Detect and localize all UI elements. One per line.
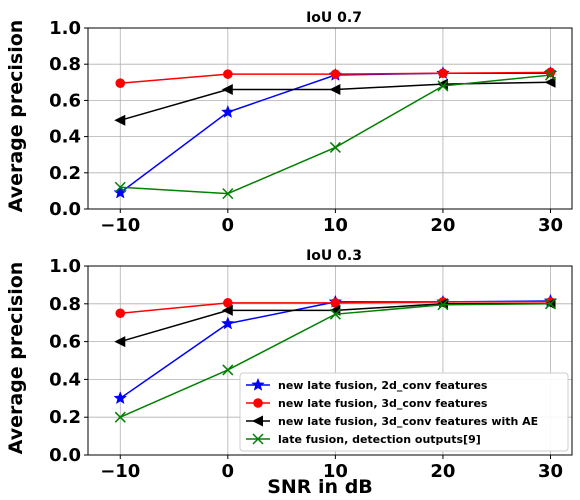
data-point	[221, 84, 233, 96]
data-point	[113, 185, 128, 199]
y-tick-label: 0.8	[49, 54, 81, 75]
data-point	[544, 298, 557, 310]
y-tick-label: 1.0	[49, 256, 81, 277]
data-point	[115, 78, 126, 89]
series-3	[114, 76, 556, 126]
panels: −10 0 10 20 30 0.0 0.2 0.4 0.6 0.8 1.0 IoU 0.7 −10 0 1…	[49, 10, 573, 482]
legend-marker	[252, 415, 263, 427]
data-point	[329, 141, 341, 153]
x-tick-label: 10	[323, 461, 348, 482]
x-tick-label: 0	[222, 215, 235, 236]
data-point	[544, 69, 557, 81]
chart-panel-2: −10 0 10 20 30 0.0 0.2 0.4 0.6 0.8 1.0 IoU 0.3 new l…	[49, 248, 573, 482]
x-tick-label: 30	[538, 461, 563, 482]
x-tick-label: −10	[100, 461, 140, 482]
legend-marker	[253, 398, 263, 408]
data-point	[330, 298, 341, 308]
y-tick-label: 0.6	[49, 332, 81, 353]
x-tick-label: 10	[323, 215, 348, 236]
data-point	[223, 69, 233, 79]
series-4	[114, 298, 557, 423]
x-axis-label: SNR in dB	[267, 476, 373, 498]
data-point	[437, 80, 449, 92]
data-point	[220, 316, 235, 330]
legend-box	[239, 372, 569, 452]
y-tick-label: 0.6	[49, 90, 81, 111]
legend-entry: new late fusion, 2d_conv features	[278, 379, 488, 392]
y-axis-label-top: Average precision	[5, 20, 27, 213]
chart-title: IoU 0.7	[306, 10, 362, 26]
series-4	[114, 69, 557, 200]
data-point	[436, 78, 448, 90]
data-point	[329, 304, 341, 316]
y-tick-label: 0.0	[49, 199, 81, 220]
legend: new late fusion, 2d_conv features new lat…	[239, 372, 569, 452]
chart-panel-1: −10 0 10 20 30 0.0 0.2 0.4 0.6 0.8 1.0 IoU 0.7	[49, 10, 573, 236]
data-point	[329, 308, 341, 320]
plot-frame	[87, 265, 573, 456]
data-point	[544, 76, 556, 88]
data-point	[329, 84, 341, 96]
data-point	[114, 336, 126, 348]
y-tick-label: 1.0	[49, 18, 81, 39]
data-point	[438, 68, 448, 79]
x-tick-label: −10	[100, 215, 140, 236]
x-tick-label: 20	[430, 461, 455, 482]
x-tick-label: 0	[222, 461, 235, 482]
legend-marker	[252, 433, 264, 445]
y-axis-label-bottom: Average precision	[5, 262, 27, 455]
y-tick-label: 0.0	[49, 445, 81, 466]
data-point	[330, 69, 341, 79]
legend-entry: new late fusion, 3d_conv features	[278, 397, 488, 410]
legend-entry: new late fusion, 3d_conv features with A…	[278, 415, 538, 428]
data-point	[114, 114, 126, 126]
y-tick-label: 0.8	[49, 294, 81, 315]
y-tick-label: 0.2	[49, 163, 81, 184]
data-point	[437, 299, 449, 311]
plot-frame	[87, 27, 573, 210]
data-point	[115, 308, 126, 319]
data-point	[220, 104, 235, 118]
data-point	[221, 304, 233, 316]
legend-entry: late fusion, detection outputs[9]	[278, 433, 481, 446]
chart-title: IoU 0.3	[306, 248, 362, 264]
data-point	[113, 391, 128, 405]
data-point	[114, 411, 126, 423]
data-point	[222, 364, 234, 376]
data-point	[223, 298, 233, 308]
x-tick-label: 20	[430, 215, 455, 236]
y-tick-label: 0.4	[49, 369, 81, 390]
series-2	[115, 67, 556, 89]
data-point	[222, 188, 234, 200]
legend-marker	[251, 377, 265, 391]
y-tick-label: 0.4	[49, 127, 81, 148]
data-point	[114, 181, 126, 193]
y-tick-label: 0.2	[49, 407, 81, 428]
x-tick-label: 30	[538, 215, 563, 236]
